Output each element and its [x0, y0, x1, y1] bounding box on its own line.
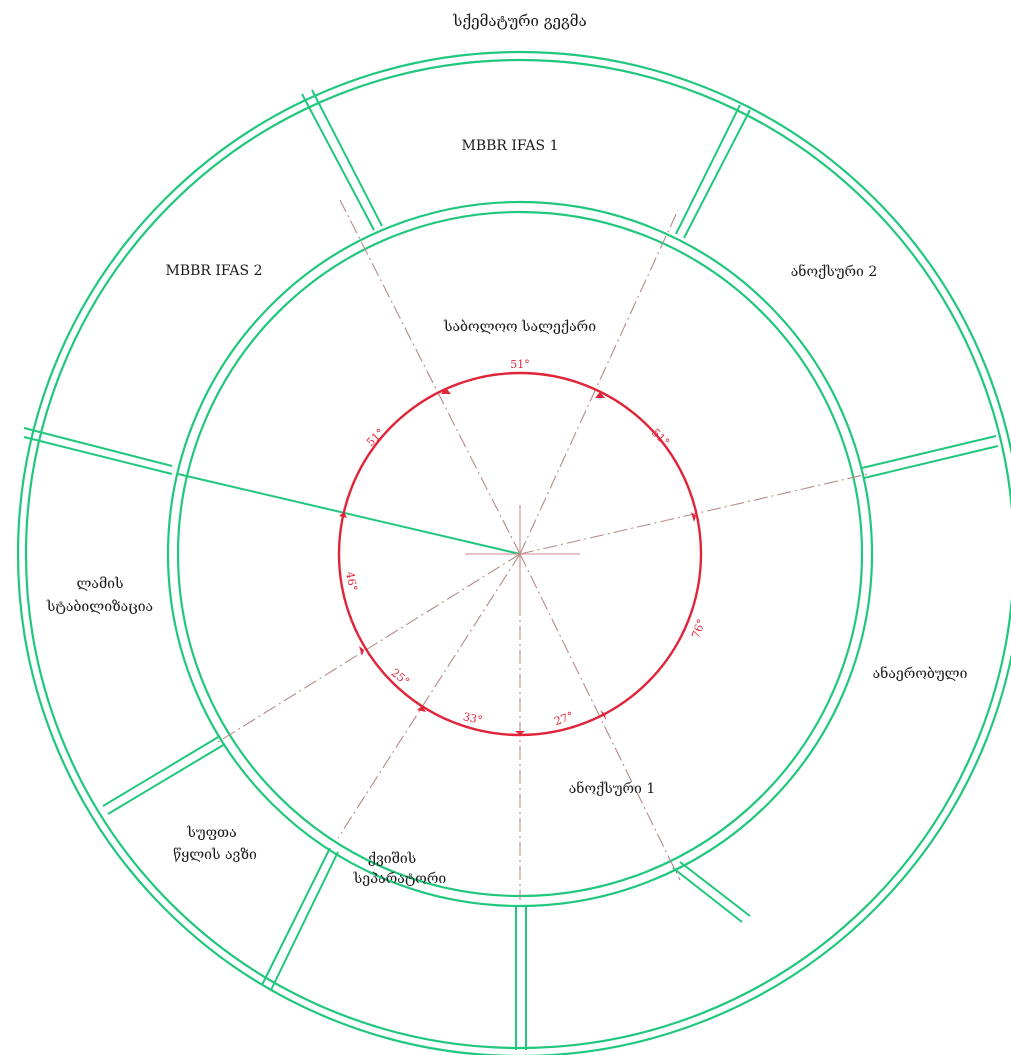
angle-label-bottom: 33° [462, 710, 484, 727]
angle-label-right: 76° [689, 617, 708, 640]
zone-label-sand-separator-line1: ქვიშის [368, 850, 416, 867]
zone-label-sludge-stabilization-line1: ლამის [76, 575, 123, 592]
zone-label-sand-separator-line2: სეპარატორი [353, 870, 447, 887]
angle-label-upper-left: 51° [364, 426, 387, 449]
centerlines [217, 199, 869, 900]
plan-title: სქემატური გეგმა [452, 12, 586, 30]
inner-zone-label: საბოლოო სალექარი [443, 318, 596, 335]
zone-label-sludge-stabilization-line2: სტაბილიზაცია [46, 598, 153, 615]
angle-label-lower-right: 27° [552, 709, 575, 728]
zone-label-mbbr-ifas-2: MBBR IFAS 2 [166, 263, 263, 279]
zone-label-mbbr-ifas-1: MBBR IFAS 1 [462, 138, 559, 154]
zone-label-clean-water-tank-line2: წყლის ავზი [173, 846, 257, 863]
zone-label-anoxic-1: ანოქსური 1 [569, 779, 656, 797]
outer-wall-outer [17, 51, 1011, 1055]
zone-label-anaerobic: ანაერობული [873, 664, 968, 682]
angle-label-left: 46° [343, 571, 359, 592]
partition-walls [23, 89, 999, 1050]
inner-wall-outer [166, 200, 874, 908]
angle-label-lower-left: 25° [388, 666, 411, 688]
zone-label-clean-water-tank-line1: სუფთა [186, 824, 236, 841]
zone-label-anoxic-2: ანოქსური 2 [791, 262, 878, 280]
angle-label-top: 51° [510, 358, 530, 371]
angle-ticks [339, 388, 696, 735]
inner-radial-wall [177, 473, 521, 555]
outer-wall-inner [25, 59, 1011, 1049]
